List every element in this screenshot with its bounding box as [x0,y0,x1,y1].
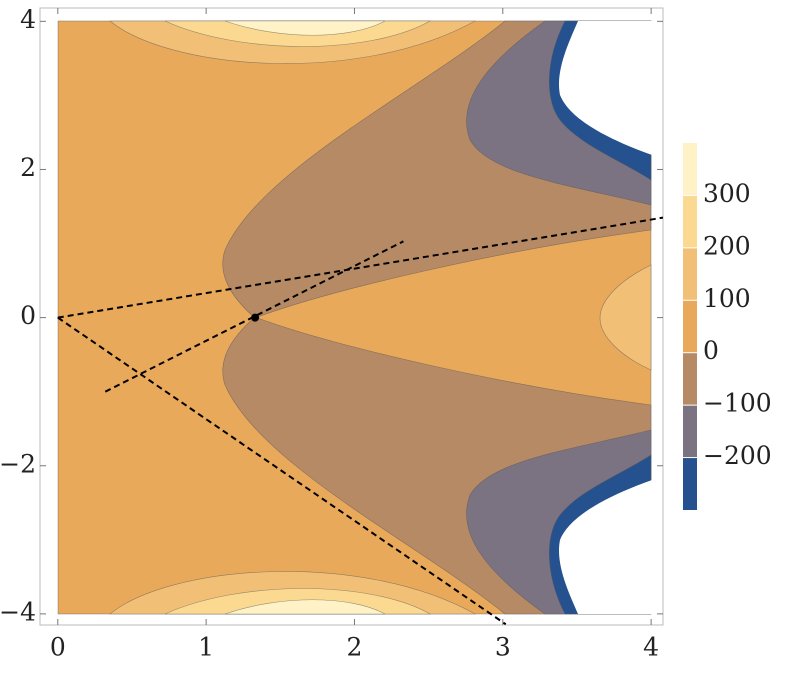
x-tick-label: 4 [643,633,659,662]
dashed-line [57,216,663,319]
y-tick-label: −2 [0,449,36,478]
x-tick-label: 3 [495,633,511,662]
colorbar-band [683,195,697,248]
plot-frame [39,7,664,626]
contour-region [224,599,386,615]
colorbar-tick-label: −200 [703,441,772,470]
colorbar-band [683,405,697,458]
colorbar-tick-label: 0 [703,336,719,365]
y-tick-label: −4 [0,597,36,626]
contour-lower [109,316,652,615]
dashed-line [104,240,404,393]
colorbar-band [683,143,697,196]
dashed-line [57,316,507,625]
colorbar-tick-label: 300 [703,179,751,208]
x-tick-label: 2 [347,633,363,662]
contour-regions [57,20,652,615]
outside-domain [559,21,652,155]
point [251,313,260,322]
colorbar-tick-label: 100 [703,284,751,313]
colorbar-band [683,300,697,353]
x-tick-label: 0 [50,633,66,662]
colorbar-band [683,352,697,406]
colorbar-tick-label: −100 [703,389,772,418]
contour-region [599,264,652,371]
y-tick-label: 4 [20,5,36,34]
overlay [57,216,663,625]
y-tick-label: 2 [20,153,36,182]
colorbar-tick-label: 200 [703,231,751,260]
contour-region [224,20,386,36]
x-tick-label: 1 [198,633,214,662]
colorbar-band [683,457,697,510]
colorbar-band [683,247,697,301]
outside-domain [559,480,652,614]
y-tick-label: 0 [20,301,36,330]
contour-upper [109,20,652,319]
